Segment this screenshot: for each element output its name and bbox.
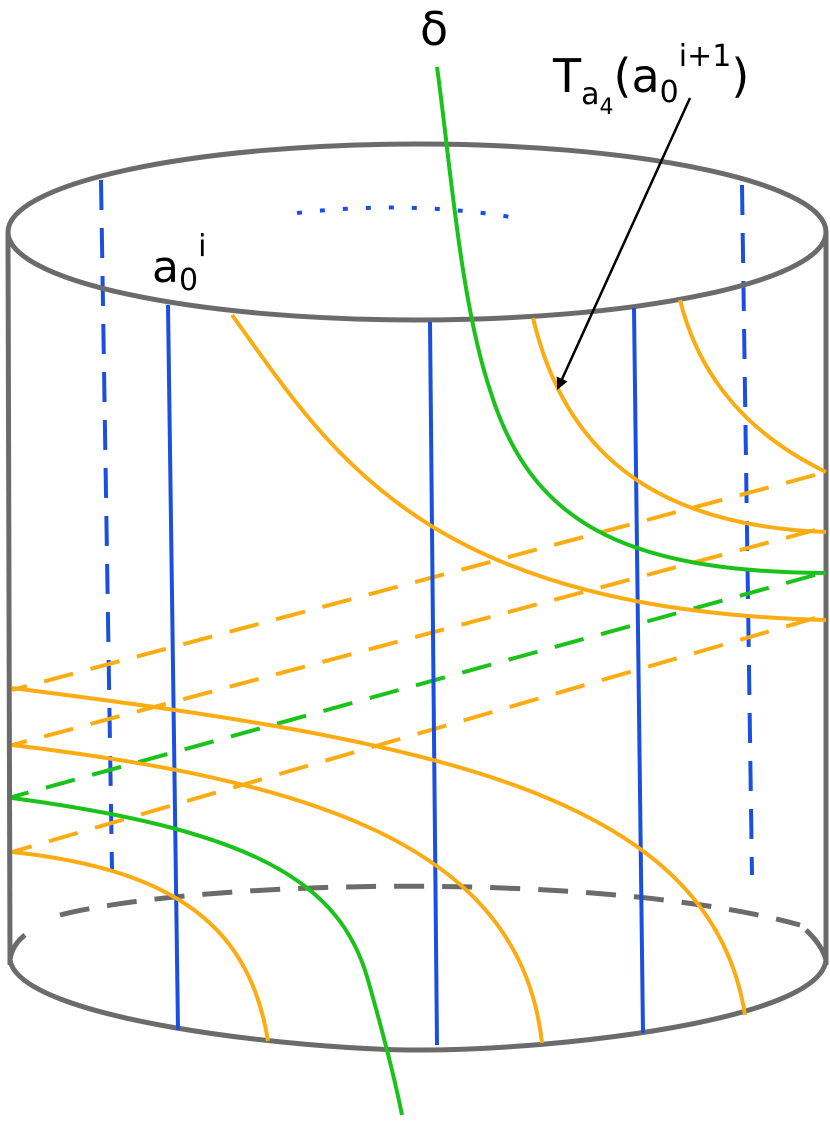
hidden-curve (99, 179, 114, 871)
cylinder-bottom-front (7, 959, 829, 1053)
cylinder-bottom-back (59, 883, 801, 928)
curve-a0i (166, 304, 180, 1031)
curve (632, 307, 645, 1034)
label-part: i (198, 229, 206, 264)
delta-curve (11, 796, 404, 1116)
curve (428, 321, 439, 1046)
label-part: ( (614, 49, 632, 103)
arrow (556, 97, 692, 390)
hidden-curve (740, 184, 754, 876)
hidden-twist-curves (11, 473, 816, 854)
curve-label: a0i (152, 229, 206, 298)
label-part: a (581, 77, 599, 112)
label-part: a (152, 242, 179, 293)
label-part: 0 (179, 263, 198, 298)
label-part: ) (731, 49, 749, 103)
cylinder-side (5, 231, 13, 966)
twist-label: Ta4(a0i+1) (552, 39, 749, 120)
hidden-curve-dotted (296, 205, 518, 220)
label-part: 4 (600, 95, 614, 120)
label-part: T (552, 49, 582, 103)
delta-label: δ (420, 2, 448, 56)
label-part: a (631, 49, 659, 103)
twist-curves (11, 299, 827, 1044)
label-part: 0 (660, 75, 679, 110)
cylinder-bottom-edge (7, 928, 829, 961)
cylinder-top (5, 141, 829, 323)
label-part: i+1 (679, 39, 732, 74)
delta-curve (435, 66, 827, 575)
